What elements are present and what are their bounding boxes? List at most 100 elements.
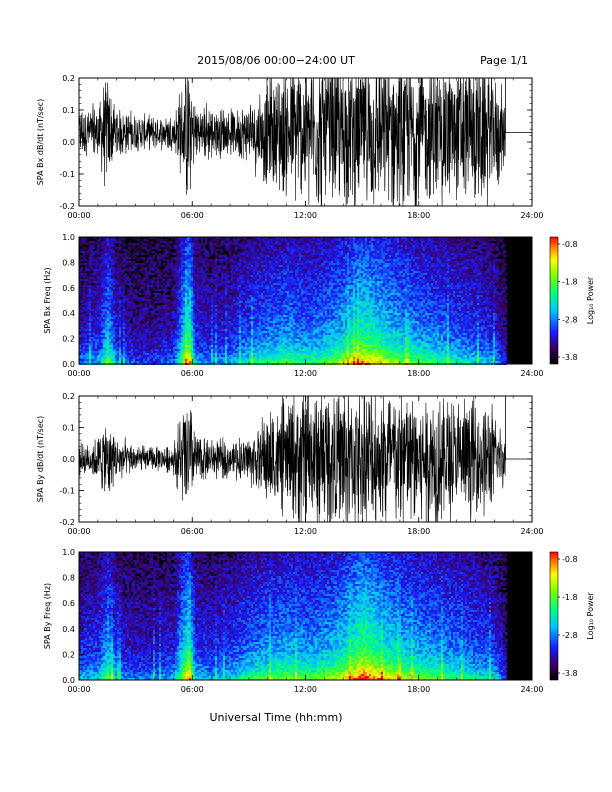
- spectrogram-cell: [99, 285, 101, 287]
- spectrogram-cell: [167, 299, 169, 301]
- spectrogram-cell: [163, 361, 165, 363]
- spectrogram-cell: [225, 337, 227, 339]
- spectrogram-cell: [221, 337, 223, 339]
- spectrogram-cell: [243, 239, 245, 241]
- spectrogram-cell: [141, 245, 143, 247]
- spectrogram-cell: [97, 261, 99, 263]
- spectrogram-cell: [229, 355, 231, 357]
- spectrogram-cell: [111, 263, 113, 265]
- spectrogram-cell: [123, 307, 125, 309]
- spectrogram-cell: [87, 347, 89, 349]
- spectrogram-cell: [83, 347, 85, 349]
- spectrogram-cell: [101, 287, 103, 289]
- spectrogram-cell: [203, 305, 205, 307]
- spectrogram-cell: [107, 323, 109, 325]
- spectrogram-cell: [145, 313, 147, 315]
- spectrogram-cell: [107, 267, 109, 269]
- spectrogram-cell: [155, 271, 157, 273]
- spectrogram-cell: [173, 355, 175, 357]
- spectrogram-cell: [207, 353, 209, 355]
- spectrogram-cell: [129, 351, 131, 353]
- spectrogram-cell: [85, 255, 87, 257]
- spectrogram-cell: [131, 355, 133, 357]
- spectrogram-cell: [117, 333, 119, 335]
- spectrogram-cell: [119, 333, 121, 335]
- spectrogram-cell: [211, 251, 213, 253]
- spectrogram-cell: [105, 281, 107, 283]
- spectrogram-cell: [103, 319, 105, 321]
- spectrogram-cell: [217, 339, 219, 341]
- spectrogram-cell: [191, 349, 193, 351]
- spectrogram-cell: [187, 279, 189, 281]
- spectrogram-cell: [189, 253, 191, 255]
- spectrogram-cell: [159, 301, 161, 303]
- spectrogram-cell: [215, 279, 217, 281]
- spectrogram-cell: [221, 277, 223, 279]
- spectrogram-cell: [135, 271, 137, 273]
- spectrogram-cell: [243, 275, 245, 277]
- spectrogram-cell: [201, 333, 203, 335]
- spectrogram-cell: [157, 275, 159, 277]
- spectrogram-cell: [125, 273, 127, 275]
- spectrogram-cell: [79, 333, 81, 335]
- spectrogram-cell: [167, 259, 169, 261]
- spectrogram-cell: [157, 293, 159, 295]
- spectrogram-cell: [167, 347, 169, 349]
- spectrogram-cell: [141, 315, 143, 317]
- spectrogram-cell: [189, 279, 191, 281]
- spectrogram-cell: [125, 281, 127, 283]
- spectrogram-cell: [105, 247, 107, 249]
- spectrogram-cell: [211, 249, 213, 251]
- spectrogram-cell: [109, 361, 111, 363]
- spectrogram-cell: [243, 261, 245, 263]
- spectrogram-cell: [217, 267, 219, 269]
- spectrogram-cell: [87, 261, 89, 263]
- spectrogram-cell: [127, 333, 129, 335]
- spectrogram-cell: [129, 325, 131, 327]
- spectrogram-cell: [243, 311, 245, 313]
- spectrogram-cell: [243, 281, 245, 283]
- spectrogram-cell: [81, 331, 83, 333]
- spectrogram-cell: [157, 317, 159, 319]
- spectrogram-cell: [225, 357, 227, 359]
- spectrogram-cell: [243, 359, 245, 361]
- spectrogram-cell: [183, 249, 185, 251]
- spectrogram-cell: [89, 331, 91, 333]
- spectrogram-cell: [231, 273, 233, 275]
- spectrogram-cell: [241, 339, 243, 341]
- spectrogram-cell: [125, 327, 127, 329]
- spectrogram-cell: [241, 269, 243, 271]
- spectrogram-cell: [113, 253, 115, 255]
- spectrogram-cell: [161, 323, 163, 325]
- spectrogram-cell: [157, 351, 159, 353]
- spectrogram-cell: [225, 297, 227, 299]
- spectrogram-cell: [201, 355, 203, 357]
- spectrogram-cell: [91, 323, 93, 325]
- spectrogram-cell: [103, 297, 105, 299]
- spectrogram-cell: [109, 297, 111, 299]
- spectrogram-cell: [111, 317, 113, 319]
- spectrogram-cell: [189, 329, 191, 331]
- spectrogram-cell: [135, 357, 137, 359]
- spectrogram-cell: [95, 269, 97, 271]
- spectrogram-cell: [107, 243, 109, 245]
- spectrogram-cell: [237, 297, 239, 299]
- spectrogram-cell: [241, 313, 243, 315]
- spectrogram-cell: [197, 299, 199, 301]
- spectrogram-cell: [225, 311, 227, 313]
- spectrogram-cell: [109, 239, 111, 241]
- spectrogram-cell: [239, 337, 241, 339]
- spectrogram-cell: [217, 237, 219, 239]
- spectrogram-cell: [107, 245, 109, 247]
- spectrogram-cell: [173, 345, 175, 347]
- spectrogram-cell: [113, 281, 115, 283]
- spectrogram-cell: [161, 359, 163, 361]
- spectrogram-cell: [209, 333, 211, 335]
- spectrogram-cell: [193, 299, 195, 301]
- spectrogram-cell: [161, 273, 163, 275]
- spectrogram-cell: [237, 333, 239, 335]
- spectrogram-cell: [183, 317, 185, 319]
- spectrogram-cell: [119, 337, 121, 339]
- spectrogram-cell: [121, 319, 123, 321]
- spectrogram-cell: [143, 257, 145, 259]
